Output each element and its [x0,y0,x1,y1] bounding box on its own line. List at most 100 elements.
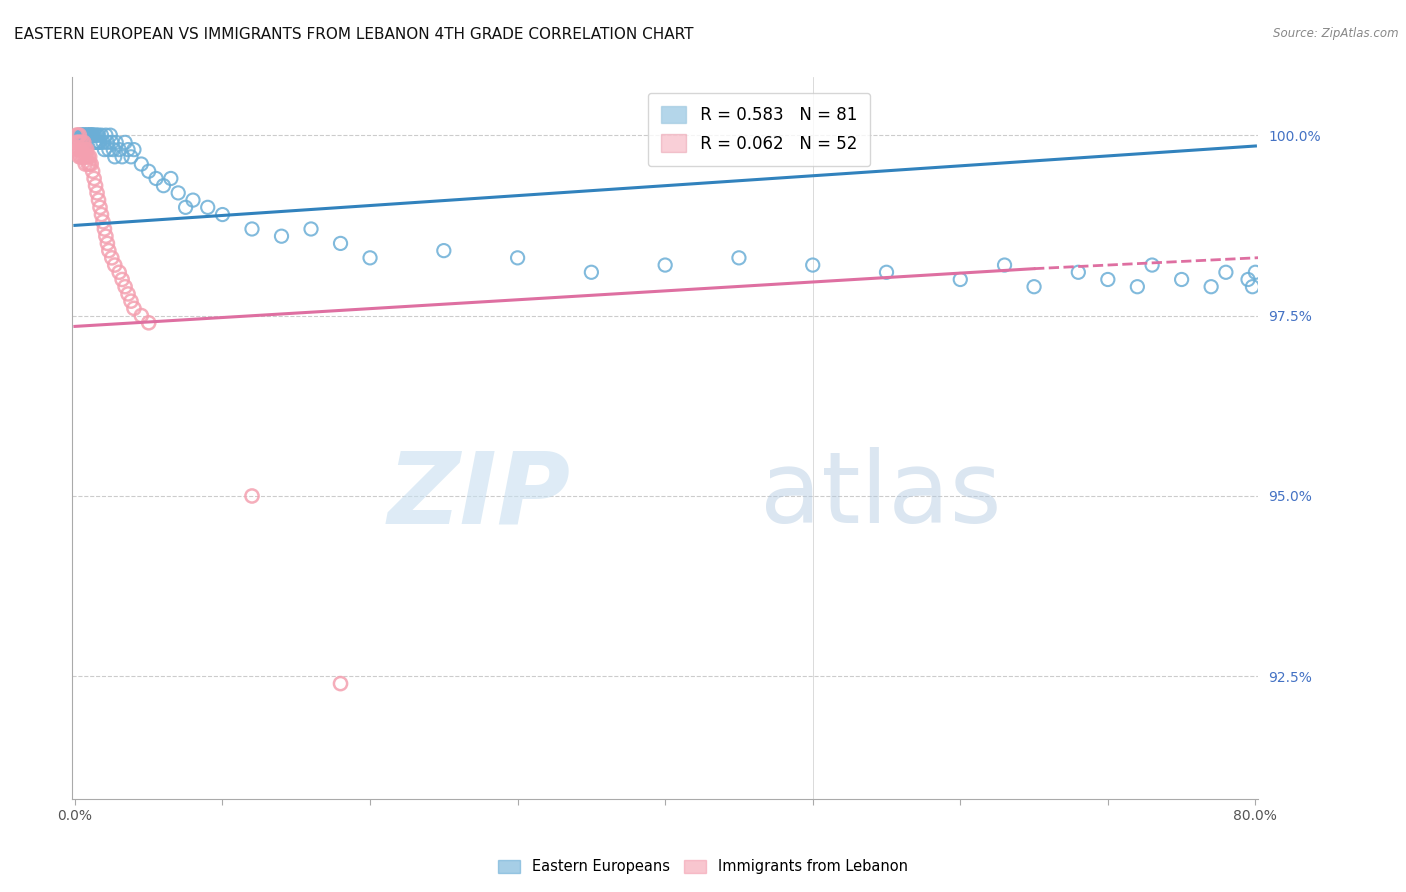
Point [83,128,105,143]
Point [72,143,94,157]
Point [94,128,117,143]
Point [77,150,100,164]
Point [131,309,153,323]
Point [75,157,97,171]
Point [114,279,136,293]
Point [1170,272,1192,286]
Point [197,200,219,214]
Point [76,128,98,143]
Point [329,676,352,690]
Point [1097,272,1119,286]
Point [75,143,97,157]
Point [82,128,104,143]
Point [1199,279,1222,293]
Point [66,136,89,150]
Point [69,128,91,143]
Point [91,215,114,229]
Point [87,128,110,143]
Point [181,193,204,207]
Point [98,128,121,143]
Point [77,128,100,143]
Text: EASTERN EUROPEAN VS IMMIGRANTS FROM LEBANON 4TH GRADE CORRELATION CHART: EASTERN EUROPEAN VS IMMIGRANTS FROM LEBA… [14,27,693,42]
Point [97,143,120,157]
Point [1244,265,1267,279]
Point [69,150,91,164]
Point [90,128,112,143]
Point [87,136,110,150]
Point [117,143,139,157]
Point [120,150,142,164]
Point [93,222,115,236]
Point [167,186,190,200]
Point [131,157,153,171]
Point [83,136,105,150]
Point [80,128,103,143]
Point [72,128,94,143]
Point [728,251,751,265]
Point [86,136,108,150]
Point [270,229,292,244]
Point [111,272,134,286]
Point [240,222,263,236]
Point [329,236,352,251]
Point [108,265,131,279]
Point [72,128,94,143]
Point [82,164,104,178]
Point [79,128,101,143]
Point [73,136,96,150]
Point [77,128,100,143]
Point [1126,279,1149,293]
Point [103,143,125,157]
Point [949,272,972,286]
Point [80,128,103,143]
Point [83,171,105,186]
Point [299,222,322,236]
Point [122,143,145,157]
Point [101,136,124,150]
Point [76,143,98,157]
Point [114,136,136,150]
Point [94,229,117,244]
Point [1215,265,1237,279]
Point [75,128,97,143]
Point [75,128,97,143]
Point [79,128,101,143]
Point [359,251,381,265]
Point [84,136,107,150]
Point [76,150,98,164]
Point [65,136,87,150]
Point [67,128,90,143]
Point [654,258,676,272]
Point [79,128,101,143]
Point [66,128,89,143]
Point [104,150,127,164]
Point [82,128,104,143]
Point [84,178,107,193]
Point [174,200,197,214]
Point [73,128,96,143]
Point [152,178,174,193]
Point [138,316,160,330]
Point [240,489,263,503]
Point [993,258,1015,272]
Point [122,301,145,316]
Point [101,251,124,265]
Point [65,128,87,143]
Point [108,143,131,157]
Point [77,157,100,171]
Point [105,136,128,150]
Point [86,186,108,200]
Point [67,128,90,143]
Text: Source: ZipAtlas.com: Source: ZipAtlas.com [1274,27,1399,40]
Point [84,128,107,143]
Point [581,265,603,279]
Point [96,136,118,150]
Point [79,157,101,171]
Point [138,164,160,178]
Point [80,157,103,171]
Point [72,150,94,164]
Text: atlas: atlas [761,448,1001,544]
Point [67,150,90,164]
Text: ZIP: ZIP [387,448,571,544]
Point [145,171,167,186]
